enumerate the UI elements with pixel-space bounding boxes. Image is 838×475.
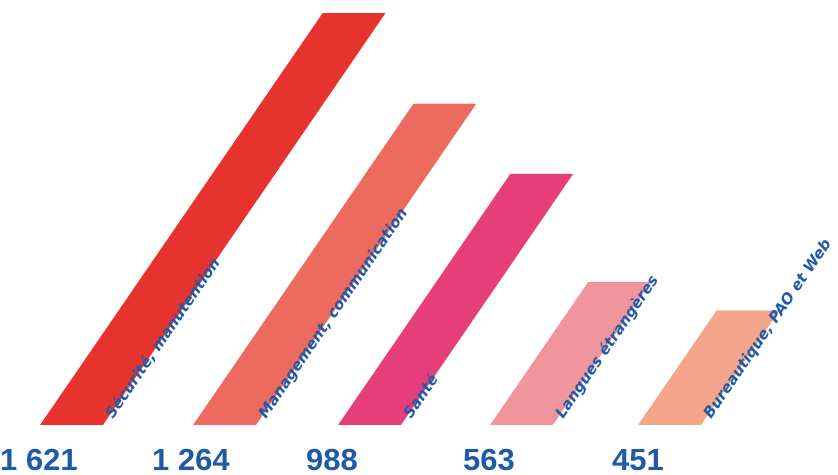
value-label: 451 — [612, 442, 664, 475]
value-label: 988 — [306, 442, 358, 475]
bar — [338, 173, 574, 425]
bar — [40, 13, 386, 425]
bar — [490, 281, 652, 425]
value-label: 1 264 — [152, 442, 230, 475]
bar — [638, 310, 780, 425]
bars-group — [40, 13, 780, 426]
value-label: 563 — [463, 442, 515, 475]
value-labels-group: 1 621 1 264 988 563 451 — [0, 442, 664, 475]
value-label: 1 621 — [0, 442, 78, 475]
bar — [193, 103, 477, 426]
